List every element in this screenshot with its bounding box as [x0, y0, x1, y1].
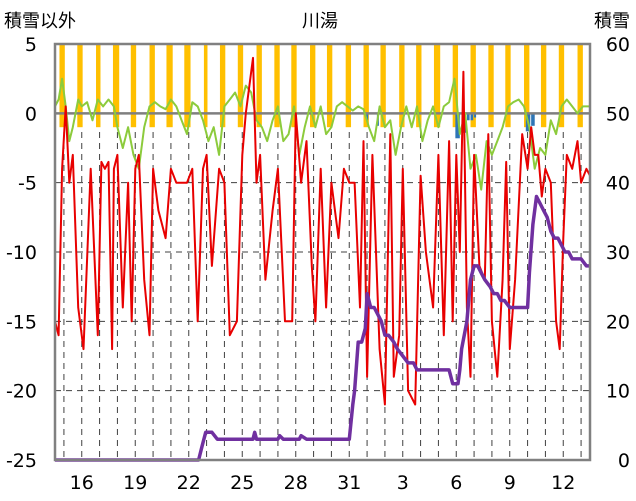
- sunshine-bar: [416, 44, 422, 128]
- sunshine-bar: [345, 44, 352, 128]
- x-tick-label: 16: [70, 472, 94, 494]
- sunshine-bar: [256, 44, 262, 128]
- left-y-tick-label: -5: [18, 173, 37, 195]
- snow-depth-line: [55, 194, 590, 462]
- x-tick-labels: 16 19 22 25 28 31 3 6 9 12: [70, 472, 576, 494]
- right-y-tick-labels: 60 50 40 30 20 10 0: [606, 34, 630, 472]
- sunshine-bar: [433, 44, 441, 128]
- left-y-tick-label: -20: [6, 381, 37, 403]
- x-tick-label: 25: [230, 472, 254, 494]
- left-axis-title: 積雪以外: [4, 11, 76, 32]
- x-tick-label: 19: [123, 472, 147, 494]
- sunshine-bar: [326, 44, 333, 128]
- sunshine-bar: [203, 44, 208, 128]
- precipitation-bar: [531, 113, 535, 126]
- sunshine-bar: [219, 44, 226, 128]
- sunshine-bar: [399, 44, 405, 128]
- precipitation-bar: [455, 113, 460, 139]
- sunshine-bar: [237, 44, 244, 128]
- sunshine-bar: [505, 44, 511, 128]
- sunshine-bars: [59, 44, 583, 128]
- precipitation-bar: [466, 113, 470, 121]
- right-y-tick-label: 10: [606, 381, 630, 403]
- temperature-line: [54, 56, 591, 406]
- chart-title: 川湯: [302, 11, 338, 32]
- right-y-tick-label: 60: [606, 34, 630, 56]
- sunshine-bar: [577, 44, 583, 128]
- sunshine-bar: [380, 44, 386, 128]
- precipitation-bar: [366, 113, 369, 121]
- sunshine-bar: [274, 44, 280, 128]
- sunshine-bar: [149, 44, 155, 128]
- left-y-tick-label: 0: [25, 103, 37, 125]
- right-axis-title: 積雪: [594, 11, 630, 32]
- sunshine-bar: [184, 44, 191, 128]
- left-y-tick-label: -25: [6, 450, 37, 472]
- precipitation-bar: [474, 113, 477, 118]
- sunshine-bar: [558, 44, 565, 128]
- x-tick-label: 31: [337, 472, 361, 494]
- sunshine-bar: [77, 44, 83, 128]
- sunshine-bar: [112, 44, 120, 128]
- green-series-line: [54, 77, 590, 191]
- x-tick-label: 12: [551, 472, 575, 494]
- sunshine-bar: [130, 44, 137, 128]
- sunshine-bar: [96, 44, 101, 128]
- x-tick-label: 28: [284, 472, 308, 494]
- left-y-tick-label: -15: [6, 311, 37, 333]
- sunshine-bar: [470, 44, 476, 128]
- sunshine-bar: [310, 44, 316, 128]
- x-tick-label: 3: [397, 472, 409, 494]
- x-tick-label: 9: [504, 472, 516, 494]
- right-y-tick-label: 40: [606, 173, 630, 195]
- left-y-tick-label: 5: [25, 34, 37, 56]
- sunshine-bar: [291, 44, 297, 128]
- x-tick-label: 6: [450, 472, 462, 494]
- sunshine-bar: [524, 44, 530, 128]
- x-tick-label: 22: [177, 472, 201, 494]
- right-y-tick-label: 20: [606, 311, 630, 333]
- sunshine-bar: [363, 44, 369, 128]
- plot-frame: [53, 42, 592, 462]
- left-y-tick-labels: 5 0 -5 -10 -15 -20 -25: [6, 34, 37, 472]
- precipitation-bar: [470, 113, 474, 121]
- right-y-tick-label: 0: [618, 450, 630, 472]
- left-y-tick-label: -10: [6, 242, 37, 264]
- sunshine-bar: [488, 44, 494, 128]
- right-y-tick-label: 50: [606, 103, 630, 125]
- sunshine-bar: [540, 44, 547, 128]
- right-y-tick-label: 30: [606, 242, 630, 264]
- sunshine-bar: [166, 44, 173, 128]
